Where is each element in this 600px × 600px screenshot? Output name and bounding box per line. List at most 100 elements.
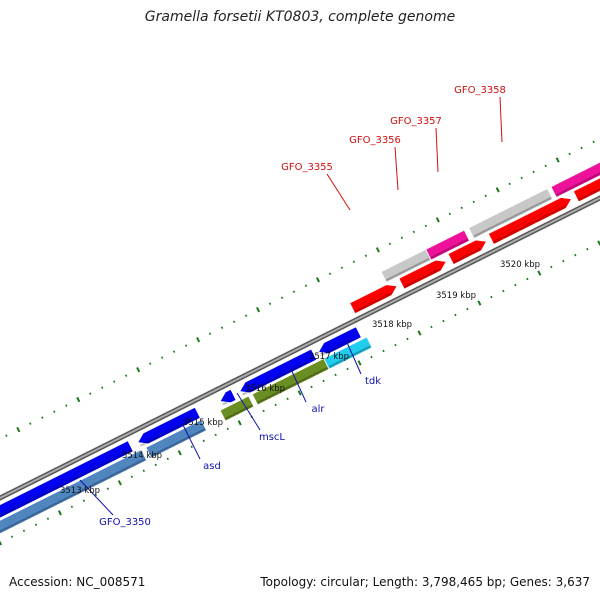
- ruler-label: 3516 kbp: [245, 384, 285, 394]
- gene-steel-shape: [145, 419, 208, 459]
- gene-magenta-shade: [555, 172, 600, 197]
- tick-minor: [370, 355, 373, 359]
- cds-reverse-shape: [0, 440, 134, 519]
- ruler-label: 3515 kbp: [183, 418, 223, 428]
- tick-major: [417, 330, 422, 336]
- tick-minor: [190, 445, 193, 449]
- cds-forward: [398, 259, 447, 290]
- ruler-label: 3517 kbp: [309, 352, 349, 362]
- tick-minor: [322, 379, 325, 383]
- gene-olive: [219, 395, 255, 422]
- gene-gray-shape: [468, 187, 554, 240]
- tick-major: [237, 420, 242, 426]
- tick-minor: [226, 427, 229, 431]
- tick-minor: [412, 230, 416, 234]
- tick-minor: [424, 224, 427, 228]
- cds-reverse-shade: [241, 361, 309, 396]
- feature-group: [0, 161, 600, 535]
- cds-forward-shade: [578, 187, 600, 201]
- tick-minor: [5, 434, 8, 437]
- tick-minor: [94, 493, 98, 497]
- tick-minor: [514, 283, 517, 287]
- gene-steel-shade: [150, 428, 206, 457]
- gene-olive-shade: [224, 404, 253, 420]
- tick-minor: [388, 242, 392, 246]
- tick-major: [375, 247, 380, 253]
- tick-major: [76, 396, 81, 403]
- label-leader: [326, 173, 351, 211]
- tick-marks: [0, 140, 600, 546]
- cds-forward: [447, 239, 488, 266]
- ruler-label: 3514 kbp: [122, 451, 162, 461]
- tick-minor: [29, 422, 32, 425]
- tick-minor: [41, 416, 44, 419]
- tick-minor: [101, 386, 104, 389]
- cds-forward-shape: [447, 239, 488, 266]
- cds-reverse: [137, 406, 201, 447]
- tick-minor: [484, 194, 487, 198]
- label-leader: [182, 424, 201, 460]
- gene-cyan: [323, 336, 373, 370]
- tick-minor: [490, 295, 493, 299]
- cds-forward-shade: [403, 268, 441, 288]
- tick-major: [477, 300, 482, 306]
- gene-label-reverse: tdk: [365, 376, 381, 387]
- cds-forward-shade: [493, 205, 566, 244]
- tick-minor: [154, 463, 157, 467]
- cds-reverse-shade: [0, 449, 132, 518]
- tick-minor: [460, 206, 463, 210]
- ruler-label: 3513 kbp: [60, 486, 100, 496]
- tick-major: [16, 426, 21, 433]
- tick-major: [0, 540, 3, 546]
- tick-minor: [400, 236, 404, 240]
- tick-minor: [382, 349, 385, 353]
- ruler-label: 3519 kbp: [436, 291, 476, 301]
- cds-reverse-shade: [222, 401, 228, 406]
- tick-minor: [274, 403, 277, 407]
- cds-reverse: [0, 440, 134, 519]
- tick-minor: [166, 457, 169, 461]
- tick-minor: [214, 433, 217, 437]
- tick-minor: [65, 404, 68, 407]
- cds-reverse: [219, 388, 237, 406]
- tick-minor: [262, 409, 265, 413]
- gene-magenta-shape: [550, 161, 600, 199]
- tick-minor: [472, 200, 475, 204]
- label-leader: [435, 127, 439, 173]
- tick-minor: [580, 146, 583, 150]
- gene-label-forward: GFO_3357: [390, 116, 442, 127]
- label-leader: [79, 479, 114, 516]
- tick-minor: [394, 343, 397, 347]
- cds-reverse-shade: [139, 419, 192, 447]
- cds-forward-shape: [487, 197, 573, 245]
- cds-forward-shade: [354, 292, 392, 313]
- tick-minor: [454, 313, 457, 317]
- cds-reverse-shape: [219, 388, 237, 404]
- tick-minor: [46, 517, 50, 521]
- label-leader: [344, 337, 362, 375]
- tick-minor: [202, 439, 205, 443]
- tick-minor: [592, 140, 595, 144]
- gene-steel-shape: [0, 449, 148, 535]
- tick-minor: [442, 319, 445, 323]
- cds-forward: [349, 284, 398, 315]
- backbone-group: [0, 195, 600, 501]
- gene-cyan-shape: [323, 336, 373, 370]
- label-leader: [499, 96, 503, 143]
- gene-steel: [0, 449, 148, 535]
- tick-minor: [244, 314, 248, 317]
- tick-minor: [142, 469, 145, 473]
- gene-olive-shape: [219, 395, 255, 422]
- cds-reverse: [239, 348, 318, 396]
- cds-forward: [572, 177, 600, 203]
- cds-forward-shape: [572, 177, 600, 203]
- tick-minor: [304, 284, 308, 288]
- tick-minor: [340, 266, 344, 270]
- tick-minor: [364, 254, 368, 258]
- gene-magenta: [550, 161, 600, 199]
- cds-forward-shade: [453, 248, 481, 264]
- tick-minor: [280, 296, 284, 299]
- accession-text: Accession: NC_008571: [9, 575, 146, 589]
- tick-minor: [586, 247, 589, 251]
